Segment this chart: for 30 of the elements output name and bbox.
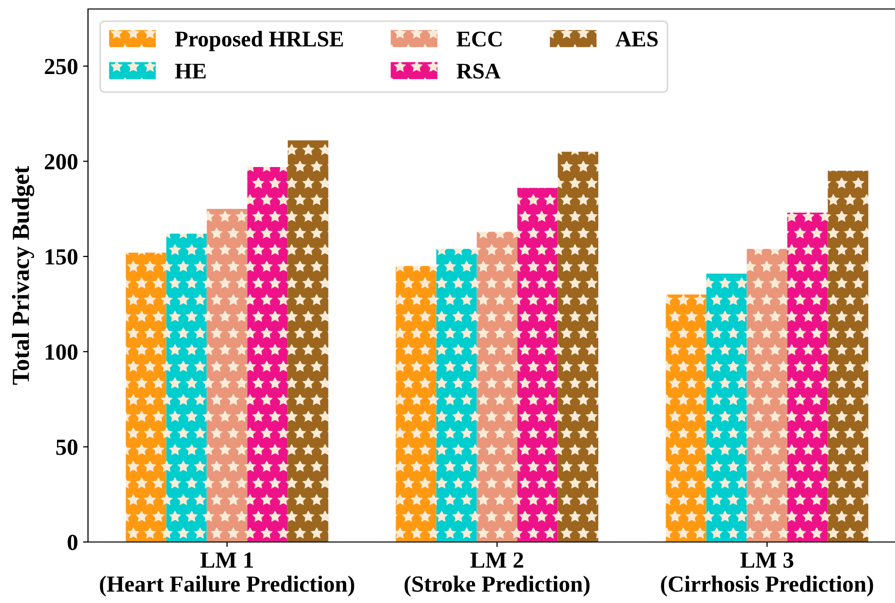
bar: [476, 232, 518, 542]
y-axis-title: Total Privacy Budget: [12, 166, 34, 385]
bar: [558, 152, 598, 542]
bar: [787, 212, 828, 542]
bar: [288, 140, 328, 542]
bar: [166, 234, 207, 542]
legend-label: HE: [175, 64, 206, 78]
legend-label: ECC: [456, 32, 502, 47]
bar: [126, 252, 166, 542]
bar: [247, 166, 288, 542]
bar: [396, 266, 436, 542]
y-tick-label: 100: [46, 344, 78, 360]
x-tick-label: LM 2 (Stroke Prediction): [404, 552, 590, 596]
bar: [206, 208, 248, 542]
legend-label: RSA: [456, 64, 501, 79]
bar: [706, 274, 747, 542]
y-tick-label: 250: [44, 58, 78, 74]
bar: [828, 170, 868, 542]
legend-label: Proposed HRLSE: [175, 30, 343, 52]
y-tick-label: 50: [56, 440, 78, 455]
y-tick-label: 200: [44, 154, 78, 170]
y-tick-label: 150: [46, 249, 78, 265]
x-tick-label: LM 1 (Heart Failure Prediction): [100, 552, 354, 596]
bar: [517, 188, 558, 542]
bar: [436, 248, 477, 542]
x-tick-label: LM 3 (Cirrhosis Prediction): [661, 552, 874, 596]
legend-label: AES: [616, 32, 658, 47]
bar: [746, 248, 788, 542]
y-tick-label: 0: [68, 534, 78, 550]
bar: [666, 294, 706, 542]
